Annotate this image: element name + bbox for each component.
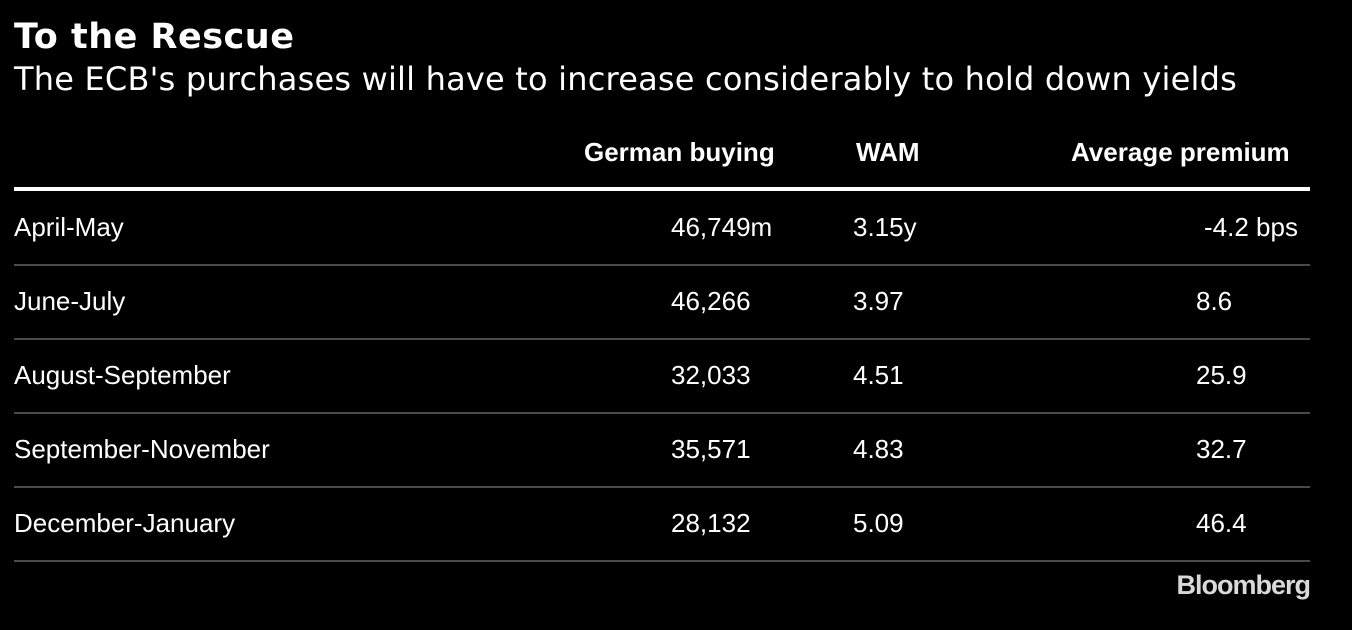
table-row: September-November 35,571 4.83 32.7 <box>0 414 1352 488</box>
table-row: August-September 32,033 4.51 25.9 <box>0 340 1352 414</box>
table-row: June-July 46,266 3.97 8.6 <box>0 266 1352 340</box>
cell-period: June-July <box>14 286 126 316</box>
cell-average-premium: 25.9 <box>1196 360 1247 390</box>
header-rule <box>14 187 1310 191</box>
cell-average-premium: 46.4 <box>1196 508 1247 538</box>
cell-period: August-September <box>14 360 231 390</box>
cell-wam: 4.51 <box>853 360 904 390</box>
row-divider <box>14 486 1310 488</box>
cell-average-premium: 8.6 <box>1196 286 1233 316</box>
cell-wam: 5.09 <box>853 508 904 538</box>
cell-wam: 3.97 <box>853 286 904 316</box>
cell-german-buying: 46,266 <box>671 286 751 316</box>
chart-subtitle: The ECB's purchases will have to increas… <box>14 60 1237 98</box>
table-row: April-May 46,749m 3.15y -4.2 bps <box>0 192 1352 266</box>
cell-german-buying: 28,132 <box>671 508 751 538</box>
cell-average-premium: -4.2 bps <box>1204 212 1298 242</box>
column-header-german-buying: German buying <box>584 137 775 167</box>
bloomberg-logo: Bloomberg <box>1176 570 1311 600</box>
cell-wam: 4.83 <box>853 434 904 464</box>
row-divider <box>14 412 1310 414</box>
chart-title: To the Rescue <box>14 17 295 57</box>
cell-wam: 3.15y <box>853 212 917 242</box>
cell-period: April-May <box>14 212 124 242</box>
table-row: December-January 28,132 5.09 46.4 <box>0 488 1352 562</box>
cell-german-buying: 32,033 <box>671 360 751 390</box>
cell-average-premium: 32.7 <box>1196 434 1247 464</box>
cell-period: December-January <box>14 508 236 538</box>
row-divider <box>14 264 1310 266</box>
column-header-wam: WAM <box>856 137 920 167</box>
cell-german-buying: 46,749m <box>671 212 773 242</box>
cell-period: September-November <box>14 434 270 464</box>
column-header-average-premium: Average premium <box>1071 137 1290 167</box>
row-divider <box>14 560 1310 562</box>
cell-german-buying: 35,571 <box>671 434 751 464</box>
row-divider <box>14 338 1310 340</box>
